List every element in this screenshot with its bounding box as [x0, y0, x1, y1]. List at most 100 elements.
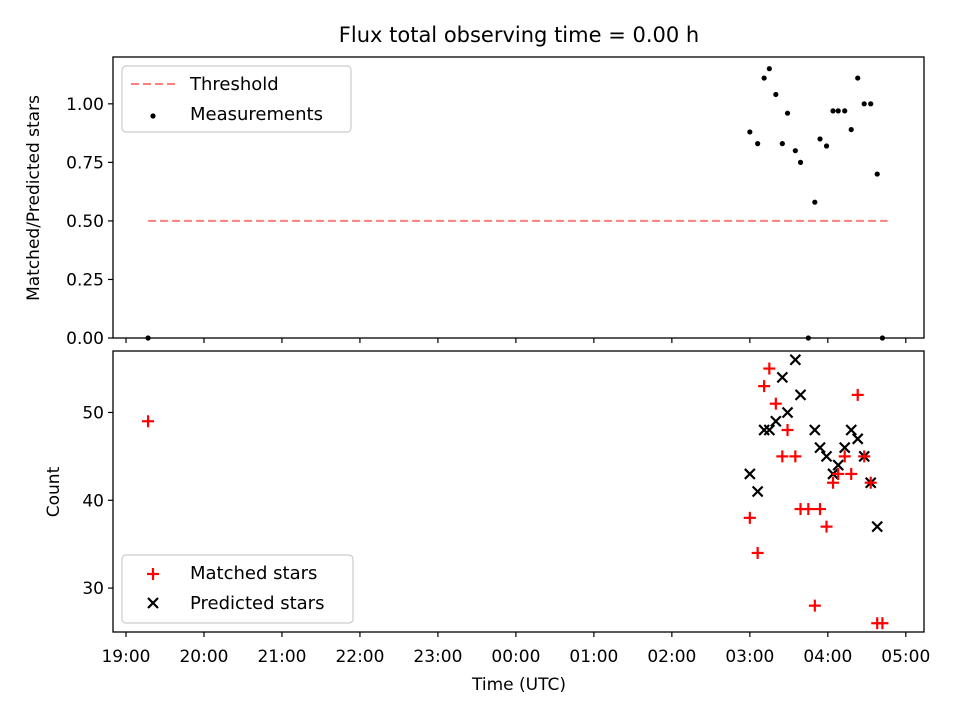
matched-star-point [858, 450, 871, 463]
measurement-point [830, 108, 836, 114]
bottom-y-tick-label: 40 [82, 491, 104, 511]
predicted-star-point [871, 520, 883, 533]
matched-star-point [743, 511, 756, 524]
predicted-star-point [832, 459, 844, 471]
measurement-point [747, 129, 753, 135]
matched-star-point [758, 380, 771, 393]
predicted-star-point [809, 424, 821, 436]
matched-star-point [838, 450, 851, 463]
legend-matched-label: Matched stars [190, 563, 317, 584]
x-tick-label: 19:00 [101, 647, 150, 667]
legend-matched-swatch [147, 568, 159, 580]
matched-star-point [876, 617, 889, 630]
top-y-tick-label: 0.50 [66, 212, 104, 232]
measurement-point [848, 126, 854, 133]
measurement-point [823, 143, 830, 149]
matched-star-point [832, 467, 845, 480]
predicted-star-point [758, 424, 770, 436]
matched-star-point [851, 388, 864, 401]
x-tick-label: 22:00 [335, 647, 384, 667]
top-plot-marks [145, 66, 888, 341]
matched-star-point [864, 476, 877, 489]
measurement-point [773, 91, 779, 98]
top-y-tick-label: 0.25 [66, 270, 104, 290]
x-tick-label: 00:00 [491, 647, 540, 667]
chart-title: Flux total observing time = 0.00 h [339, 23, 699, 47]
matched-star-point [802, 503, 815, 516]
predicted-star-point [781, 406, 794, 419]
top-y-ticks: 0.00 0.25 0.50 0.75 1.00 [66, 95, 113, 349]
matched-star-point [776, 450, 789, 463]
top-y-tick-label: 0.75 [66, 153, 104, 173]
matched-star-point [789, 450, 802, 463]
top-legend: Threshold Measurements [121, 65, 352, 133]
x-tick-label: 02:00 [647, 647, 696, 667]
measurement-point [779, 141, 785, 147]
measurement-point [812, 199, 818, 205]
predicted-star-point [820, 450, 833, 463]
legend-predicted-label: Predicted stars [190, 593, 324, 614]
predicted-star-point [814, 441, 826, 454]
measurement-point [766, 66, 772, 72]
bottom-plot-marks [142, 354, 889, 630]
measurement-point [842, 108, 848, 114]
predicted-star-point [851, 433, 864, 445]
bottom-x-ticks: 19:00 20:00 21:00 22:00 23:00 00:00 01:00 02:00… [101, 632, 930, 667]
legend-threshold-label: Threshold [189, 74, 279, 95]
bottom-y-tick-label: 30 [82, 579, 104, 599]
x-tick-label: 23:00 [413, 647, 462, 667]
predicted-star-point [789, 354, 802, 366]
matched-star-point [845, 467, 858, 480]
predicted-star-point [845, 424, 857, 436]
bottom-y-axis-label: Count [44, 466, 64, 517]
x-tick-label: 04:00 [803, 647, 852, 667]
legend-measurements-swatch [150, 113, 156, 119]
x-tick-label: 21:00 [257, 647, 306, 667]
matched-star-point [808, 599, 821, 612]
predicted-star-point [744, 468, 756, 480]
bottom-panel: 30 40 50 19:00 20:00 21:00 22:00 23:00 00:00 01:… [44, 350, 930, 695]
measurement-point [835, 108, 841, 114]
bottom-y-ticks: 30 40 50 [82, 403, 113, 599]
top-y-axis-label: Matched/Predicted stars [24, 95, 44, 301]
matched-star-point [769, 397, 782, 410]
measurement-point [855, 75, 861, 81]
top-x-ticks [125, 338, 907, 343]
top-legend-box [121, 65, 352, 133]
matched-star-point [814, 503, 827, 516]
predicted-star-point [838, 441, 851, 454]
x-tick-label: 20:00 [179, 647, 228, 667]
x-tick-label: 03:00 [725, 647, 774, 667]
matched-star-point [763, 362, 776, 375]
x-tick-label: 01:00 [569, 647, 618, 667]
bottom-legend-box [121, 554, 354, 624]
matched-star-point [751, 546, 764, 559]
matched-star-point [781, 424, 794, 437]
x-tick-label: 05:00 [881, 647, 930, 667]
legend-measurements-label: Measurements [190, 104, 323, 125]
measurement-point [861, 101, 867, 107]
predicted-star-point [763, 424, 776, 436]
matched-star-point [142, 415, 155, 428]
bottom-y-tick-label: 50 [82, 403, 104, 423]
bottom-plot-frame [112, 350, 925, 633]
legend-predicted-swatch [147, 597, 159, 609]
x-axis-label: Time (UTC) [471, 675, 566, 695]
top-y-tick-label: 0.00 [66, 329, 104, 349]
predicted-star-point [751, 485, 764, 498]
predicted-star-point [794, 389, 807, 401]
measurement-point [868, 101, 874, 107]
measurement-point [761, 75, 767, 81]
predicted-star-point [776, 371, 789, 384]
predicted-star-point [770, 415, 782, 428]
measurement-point [755, 141, 761, 147]
matched-star-point [820, 520, 833, 533]
top-y-tick-label: 1.00 [66, 95, 104, 115]
top-panel: 0.00 0.25 0.50 0.75 1.00 Matched/Predicted s… [24, 56, 925, 349]
measurement-point [792, 148, 798, 154]
top-plot-frame [112, 56, 925, 339]
matched-star-point [827, 476, 840, 489]
measurement-point [874, 171, 880, 177]
measurement-point [784, 110, 791, 116]
